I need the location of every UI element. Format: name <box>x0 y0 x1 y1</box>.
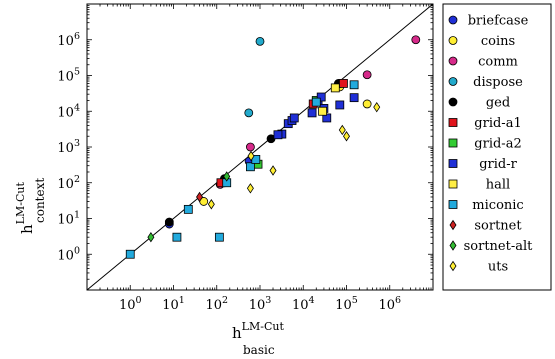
y-tick-label: 102 <box>57 174 80 192</box>
data-point-miconic <box>183 204 193 214</box>
legend-marker-dispose <box>448 77 458 86</box>
y-axis-label: hLM-Cut context <box>14 178 47 234</box>
x-axis-label-sup: LM-Cut <box>242 320 285 333</box>
legend-marker-hall <box>448 179 458 189</box>
data-point-miconic <box>214 232 224 242</box>
diagonal-line <box>86 3 434 291</box>
data-point-miconic <box>246 162 255 172</box>
y-axis-label-subscript: context <box>33 178 47 223</box>
data-point-uts <box>269 165 277 176</box>
legend-label-uts: uts <box>488 260 508 275</box>
y-tick-label: 104 <box>57 102 80 120</box>
legend-marker-uts <box>449 260 457 272</box>
data-point-uts <box>373 101 381 113</box>
data-point-comm <box>246 142 255 152</box>
data-point-coins <box>362 99 372 109</box>
x-tick-label: 102 <box>205 295 228 313</box>
legend-box <box>442 3 552 291</box>
x-axis-label-main: h <box>232 324 242 342</box>
legend: briefcase coins comm dispose ged grid-a1 grid-… <box>448 14 534 275</box>
data-point-miconic <box>311 97 321 107</box>
data-point-dispose <box>255 36 265 46</box>
legend-marker-briefcase <box>448 15 458 25</box>
x-tick-label: 103 <box>249 295 272 313</box>
y-tick-labels: 100 101 102 103 104 105 106 <box>57 31 80 264</box>
legend-marker-coins <box>448 36 458 45</box>
data-point-sortnet-alt <box>147 231 155 243</box>
x-tick-label: 105 <box>335 295 358 313</box>
data-point-sortnet <box>196 191 204 203</box>
legend-label-comm: comm <box>478 55 518 70</box>
data-point-hall <box>330 83 340 93</box>
svg-text:hLM-Cut: hLM-Cut <box>14 182 36 234</box>
legend-label-grid-r: grid-r <box>479 157 517 172</box>
data-points <box>125 35 421 259</box>
data-point-uts <box>343 131 350 142</box>
legend-marker-sortnet-alt <box>449 240 457 251</box>
x-tick-label: 100 <box>119 295 142 313</box>
data-point-uts <box>246 183 254 194</box>
data-point-grid-r <box>273 130 283 140</box>
legend-marker-grid-a1 <box>448 118 458 127</box>
legend-label-sortnet-alt: sortnet-alt <box>464 239 534 254</box>
data-point-uts <box>247 150 255 162</box>
y-tick-marks <box>87 5 433 291</box>
x-tick-labels: 100 101 102 103 104 105 106 <box>119 295 401 313</box>
legend-label-miconic: miconic <box>472 198 523 213</box>
x-tick-label: 104 <box>292 295 315 313</box>
data-point-miconic <box>349 80 359 90</box>
x-tick-label: 101 <box>162 295 185 313</box>
legend-label-grid-a1: grid-a1 <box>474 116 521 131</box>
data-point-grid-r <box>316 92 326 102</box>
legend-marker-comm <box>448 56 458 66</box>
data-point-uts <box>207 199 215 210</box>
legend-marker-grid-a2 <box>448 138 458 148</box>
y-tick-label: 105 <box>57 67 80 85</box>
legend-label-sortnet: sortnet <box>474 219 522 234</box>
data-point-grid-r <box>349 93 359 103</box>
data-point-sortnet-alt <box>223 171 231 182</box>
x-axis-label-subscript: basic <box>243 343 275 357</box>
data-point-grid-r <box>335 100 345 110</box>
data-point-comm <box>411 35 421 45</box>
x-axis-label: hLM-Cut <box>232 320 284 342</box>
legend-label-briefcase: briefcase <box>468 14 529 29</box>
data-point-grid-r <box>307 108 317 118</box>
y-axis-label-sup: LM-Cut <box>14 182 27 225</box>
legend-marker-ged <box>448 97 458 107</box>
data-point-grid-a1 <box>339 79 348 88</box>
y-tick-label: 103 <box>57 138 80 156</box>
legend-marker-sortnet <box>449 219 457 231</box>
x-tick-marks <box>86 4 432 290</box>
data-point-dispose <box>244 108 254 118</box>
data-point-comm <box>362 70 372 80</box>
legend-label-ged: ged <box>486 96 510 111</box>
data-point-miconic <box>125 249 135 259</box>
legend-label-coins: coins <box>481 34 515 49</box>
y-axis-label-main: h <box>18 224 36 234</box>
y-tick-label: 100 <box>57 245 80 263</box>
legend-marker-miconic <box>448 200 458 209</box>
data-point-ged <box>164 217 174 227</box>
y-tick-label: 101 <box>57 210 80 228</box>
data-point-uts <box>338 124 346 136</box>
y-tick-label: 106 <box>57 31 80 49</box>
legend-marker-grid-r <box>448 159 458 168</box>
data-point-hall <box>318 106 327 116</box>
data-point-miconic <box>172 232 182 242</box>
data-point-grid-r <box>289 113 299 123</box>
x-tick-label: 106 <box>378 295 401 313</box>
legend-label-dispose: dispose <box>473 75 523 90</box>
legend-label-grid-a2: grid-a2 <box>474 137 521 152</box>
legend-label-hall: hall <box>486 178 510 193</box>
